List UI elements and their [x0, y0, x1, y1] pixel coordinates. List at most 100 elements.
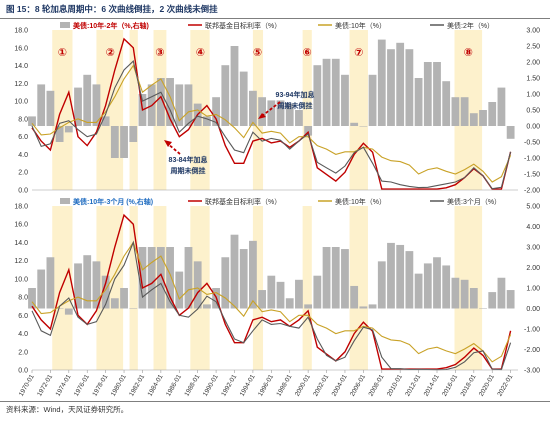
spread-bar	[28, 116, 36, 126]
y-tick-label-right: -2.00	[524, 347, 540, 354]
x-tick-label: 1978-01	[91, 373, 109, 397]
y-tick-label-left: 2.0	[18, 349, 28, 356]
spread-bar	[267, 275, 276, 309]
spread-bar	[202, 116, 211, 126]
spread-bar	[479, 308, 487, 309]
spread-bar	[83, 74, 92, 126]
spread-bar	[92, 84, 101, 126]
annotation-83-84: 周期未倒挂	[171, 166, 206, 175]
spread-bar	[276, 100, 285, 126]
y-tick-label-left: 2.0	[18, 170, 28, 177]
spread-bar	[433, 257, 441, 309]
legend-label: 美债:10年-3个月 (%,右轴)	[73, 197, 153, 206]
spread-bar	[341, 249, 349, 309]
y-tick-label-left: 14.0	[14, 240, 28, 247]
y-tick-label-right: 5.00	[526, 204, 540, 211]
y-tick-label-right: -3.00	[524, 368, 540, 375]
x-tick-label: 2006-01	[349, 373, 367, 397]
spread-bar	[506, 290, 515, 309]
legend-label: 美债:10年（%）	[335, 21, 386, 30]
y-tick-label-right: 0.50	[526, 108, 540, 115]
x-tick-label: 2022-01	[496, 373, 514, 397]
spread-bar	[469, 113, 478, 126]
spread-bar	[230, 234, 239, 309]
spread-bar	[359, 126, 368, 127]
spread-bar	[368, 304, 377, 309]
spread-bar	[479, 110, 487, 126]
annotation-93-94: 93-94年加息	[276, 90, 315, 99]
cycle-number: ③	[155, 47, 164, 59]
x-tick-label: 2010-01	[386, 373, 404, 397]
spread-bar	[469, 288, 478, 309]
y-tick-label-left: 0.0	[18, 368, 28, 375]
spread-bar	[221, 257, 230, 309]
cycle-band	[52, 30, 73, 190]
x-tick-label: 1970-01	[18, 373, 36, 397]
spread-bar	[304, 126, 313, 136]
x-tick-label: 2018-01	[460, 373, 478, 397]
spread-bar	[147, 247, 156, 309]
x-tick-label: 1986-01	[165, 373, 183, 397]
spread-bar	[377, 39, 386, 126]
y-tick-label-left: 8.0	[18, 295, 28, 302]
spread-bar	[295, 110, 303, 126]
y-tick-label-right: 4.00	[526, 224, 540, 231]
spread-bar	[451, 277, 460, 309]
x-tick-label: 1984-01	[147, 373, 165, 397]
spread-bar	[267, 100, 276, 126]
spread-bar	[276, 281, 285, 309]
spread-bar	[331, 247, 340, 309]
spread-bar	[202, 304, 211, 309]
spread-bar	[166, 78, 174, 126]
y-tick-label-right: 2.00	[526, 60, 540, 67]
spread-bar	[239, 249, 248, 309]
spread-bar	[120, 288, 128, 309]
spread-bar	[74, 263, 82, 309]
ten-year-line	[31, 64, 512, 183]
title-divider	[0, 18, 550, 19]
spread-bar	[396, 244, 405, 309]
legend-label: 美债:3个月（%）	[447, 197, 501, 206]
spread-bar	[184, 247, 193, 309]
spread-bar	[396, 42, 405, 126]
spread-bar	[74, 87, 82, 126]
cycle-number: ⑤	[253, 47, 262, 59]
legend-label: 联邦基金目标利率（%）	[205, 21, 281, 30]
spread-bar	[359, 306, 368, 309]
y-tick-label-left: 12.0	[14, 258, 28, 265]
cycle-band	[52, 206, 73, 370]
x-tick-label: 2008-01	[368, 373, 386, 397]
y-tick-label-right: 1.00	[526, 92, 540, 99]
spread-bar	[285, 298, 294, 309]
y-tick-label-right: 2.50	[526, 44, 540, 51]
ten-year-line	[31, 241, 512, 363]
spread-bar	[488, 102, 497, 126]
spread-bar	[46, 257, 55, 309]
y-tick-label-left: 10.0	[14, 276, 28, 283]
spread-bar	[341, 74, 349, 126]
short-yield-line	[31, 60, 512, 190]
spread-bar	[460, 97, 469, 126]
source-divider	[0, 401, 550, 402]
y-tick-label-left: 8.0	[18, 116, 28, 123]
x-tick-label: 2000-01	[294, 373, 312, 397]
figure-title: 图 15：8 轮加息周期中：6 次曲线倒挂，2 次曲线未倒挂	[6, 4, 218, 14]
spread-bar	[175, 84, 184, 126]
spread-bar	[64, 308, 73, 315]
x-tick-label: 1998-01	[275, 373, 293, 397]
spread-bar	[230, 46, 239, 126]
spread-bar	[313, 65, 322, 126]
spread-bar	[184, 84, 193, 126]
cycle-number: ⑥	[303, 47, 312, 59]
spread-bar	[313, 275, 322, 309]
cycle-band	[129, 206, 138, 370]
spread-bar	[423, 263, 432, 309]
cycle-band	[349, 30, 368, 190]
spread-bar	[156, 78, 165, 126]
cycle-band	[302, 206, 312, 370]
spread-bar	[101, 116, 110, 126]
cycle-number: ⑧	[464, 47, 473, 59]
spread-bar	[55, 308, 64, 309]
cycle-band	[252, 30, 264, 190]
y-tick-label-right: 3.00	[526, 28, 540, 35]
